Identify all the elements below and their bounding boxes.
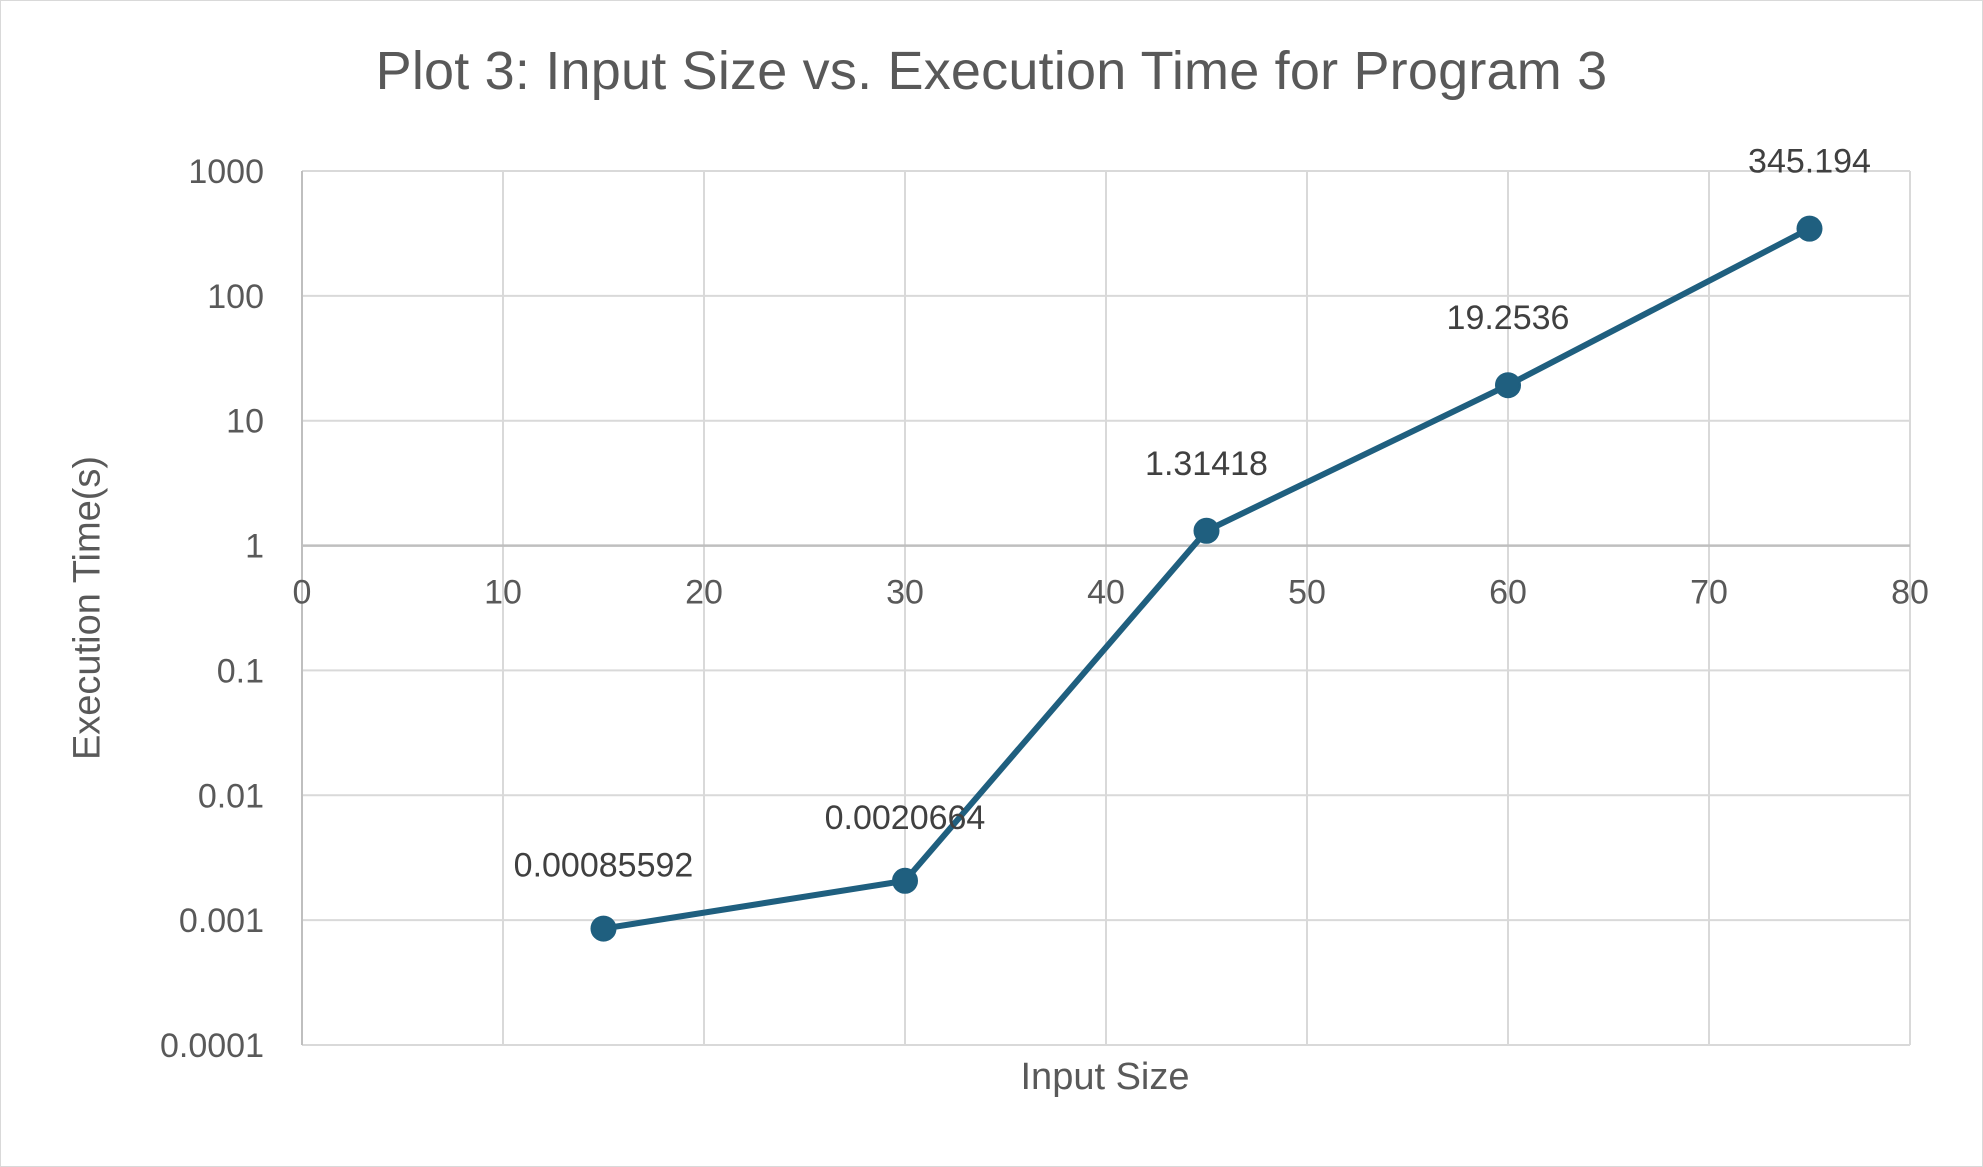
- gridlines: [301, 170, 1911, 1046]
- x-tick-label: 80: [1891, 574, 1929, 612]
- data-point: [1193, 517, 1220, 544]
- y-tick-label: 10: [226, 403, 264, 441]
- x-tick-label: 70: [1690, 574, 1728, 612]
- y-tick-label: 0.0001: [160, 1027, 264, 1065]
- tick-labels: 0.0001 0.001 0.01 0.1 1 10 100 1000 0 10 20 30 40 50 6…: [160, 153, 1929, 1065]
- data-labels: 0.00085592 0.0020664 1.31418 19.2536 345.194: [514, 143, 1871, 885]
- data-point: [1796, 215, 1823, 242]
- series-group: [590, 215, 1823, 942]
- y-tick-label: 0.1: [217, 652, 264, 690]
- x-tick-label: 60: [1489, 574, 1527, 612]
- series-line: [600, 225, 1813, 932]
- data-label: 345.194: [1748, 143, 1871, 181]
- x-tick-label: 10: [484, 574, 522, 612]
- y-tick-label: 0.001: [179, 902, 264, 940]
- y-tick-label: 100: [207, 278, 264, 316]
- data-point: [1495, 372, 1521, 399]
- data-point: [590, 915, 617, 942]
- y-tick-label: 1: [245, 528, 264, 566]
- data-label: 19.2536: [1447, 299, 1570, 337]
- y-tick-label: 0.01: [198, 777, 264, 815]
- x-tick-label: 50: [1288, 574, 1326, 612]
- x-axis-title: Input Size: [1020, 1056, 1190, 1098]
- x-tick-label: 30: [886, 574, 924, 612]
- data-label: 1.31418: [1145, 445, 1268, 483]
- axes: [301, 171, 1910, 1045]
- x-tick-label: 40: [1087, 574, 1125, 612]
- x-tick-label: 20: [685, 574, 723, 612]
- data-label: 0.00085592: [514, 847, 694, 885]
- x-tick-label: 0: [293, 574, 312, 612]
- data-label: 0.0020664: [825, 799, 986, 837]
- chart-title: Plot 3: Input Size vs. Execution Time fo…: [375, 41, 1608, 101]
- y-tick-label: 1000: [188, 153, 264, 191]
- data-point: [892, 867, 918, 894]
